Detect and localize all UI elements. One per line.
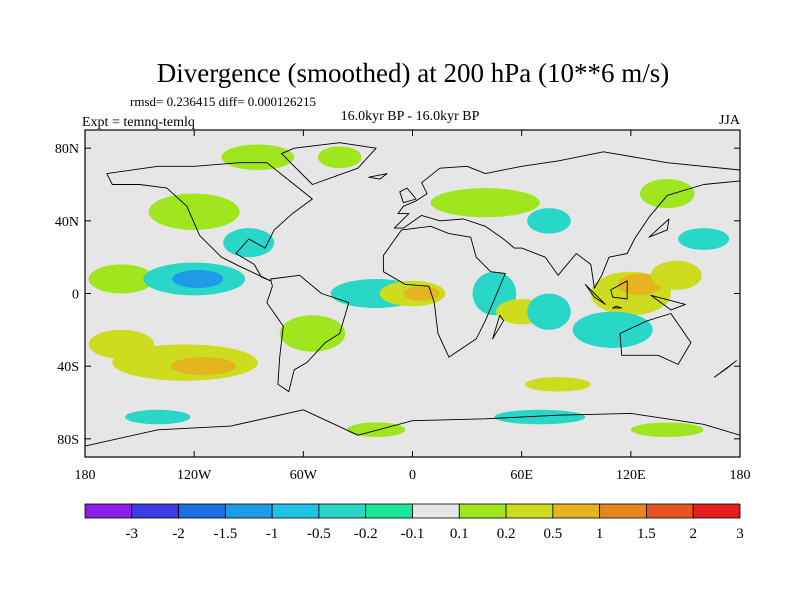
colorbar-label: 0.1 [450,526,469,542]
coastline-13 [399,187,417,204]
coastline-10 [610,280,628,300]
colorbar-swatch-6 [318,503,367,519]
colorbar-swatch-13 [646,503,694,519]
y-tick-label: 40N [55,215,79,230]
x-tick-label: 180 [75,468,96,483]
contour-region-25 [678,228,730,250]
contour-region-9 [223,228,275,258]
x-tick-label: 60W [290,468,318,483]
contour-region-23 [572,311,653,349]
coastline-7 [281,142,377,185]
colorbar-swatch-5 [271,503,320,519]
colorbar-label: 2 [689,526,697,542]
colorbar-swatch-8 [412,503,460,519]
contour-region-26 [125,409,191,425]
contour-region-28 [494,409,586,425]
y-tick-label: 80S [57,433,79,448]
contour-region-10 [221,144,295,170]
colorbar-swatch-14 [692,503,741,519]
colorbar-swatch-11 [552,503,601,519]
colorbar-swatch-4 [224,503,273,519]
x-tick-label: 120E [616,468,646,483]
contour-region-19 [527,208,571,234]
colorbar-swatch-7 [365,503,413,519]
colorbar-label: 1.5 [637,526,656,542]
colorbar-swatch-10 [505,503,554,519]
coastline-4 [382,225,506,358]
season-label: JJA [719,113,741,128]
coastline-9 [612,305,623,309]
coastline-2 [266,274,350,393]
period-label: 16.0kyr BP - 16.0kyr BP [341,109,480,124]
colorbar-label: 0.2 [497,526,516,542]
colorbar-swatch-12 [599,503,647,519]
coastline-14 [368,173,388,180]
contour-region-3 [172,269,224,289]
y-axis: 80N 40N 0 40S 80S [55,142,740,448]
contour-region-17 [527,293,571,330]
colorbar-swatch-1 [84,503,133,519]
contour-region-1 [88,264,155,294]
coastline-15 [492,314,504,340]
chart-title: Divergence (smoothed) at 200 hPa (10**6 … [157,58,669,88]
x-tick-label: 0 [409,468,416,483]
x-tick-label: 180 [730,468,751,483]
colorbar-label: 1 [596,526,604,542]
colorbar-label: -0.5 [307,526,331,542]
coastline-11 [650,294,686,311]
contour-region-22 [650,260,702,290]
colorbar-label: 3 [736,526,744,542]
contour-region-18 [430,188,540,218]
stats-label: rmsd= 0.236415 diff= 0.000126215 [130,94,316,109]
colorbar-label: -1 [266,526,279,542]
coastline-1 [106,162,313,282]
colorbar-swatch-3 [178,503,226,519]
y-tick-label: 40S [57,360,79,375]
contour-region-8 [148,193,240,230]
experiment-label: Expt = temnq-temlq [82,115,195,130]
colorbar-label: -1.5 [213,526,237,542]
coastline-5 [619,313,692,365]
colorbar-swatch-2 [131,503,179,519]
x-tick-label: 60E [510,468,533,483]
contour-region-30 [525,377,591,392]
x-axis: 180 120W 60W 0 60E 120E 180 [75,130,751,483]
contour-region-24 [639,179,695,209]
y-tick-label: 0 [72,288,79,303]
contour-region-7 [279,315,346,352]
colorbar-label: -0.1 [401,526,425,542]
colorbar-label: 0.5 [543,526,562,542]
colorbar: -3 -2 -1.5 -1 -0.5 -0.2 -0.1 0.1 0.2 0.5 1 1.5 2 3 [84,503,744,542]
y-tick-label: 80N [55,142,79,157]
colorbar-label: -3 [126,526,139,542]
contour-region-11 [317,146,362,169]
coastline-3 [393,151,740,289]
colorbar-label: -2 [172,526,185,542]
contour-fields [88,144,730,438]
x-tick-label: 120W [177,468,212,483]
contour-region-14 [403,286,440,301]
colorbar-swatch-9 [458,503,507,519]
coastline-12 [648,218,670,238]
coastline-16 [714,360,737,378]
contour-region-29 [630,422,704,438]
contour-region-6 [170,357,237,376]
colorbar-label: -0.2 [354,526,378,542]
coastlines [85,142,740,457]
coastline-8 [584,283,606,305]
contour-region-21 [618,273,662,296]
coastline-6 [85,409,740,457]
